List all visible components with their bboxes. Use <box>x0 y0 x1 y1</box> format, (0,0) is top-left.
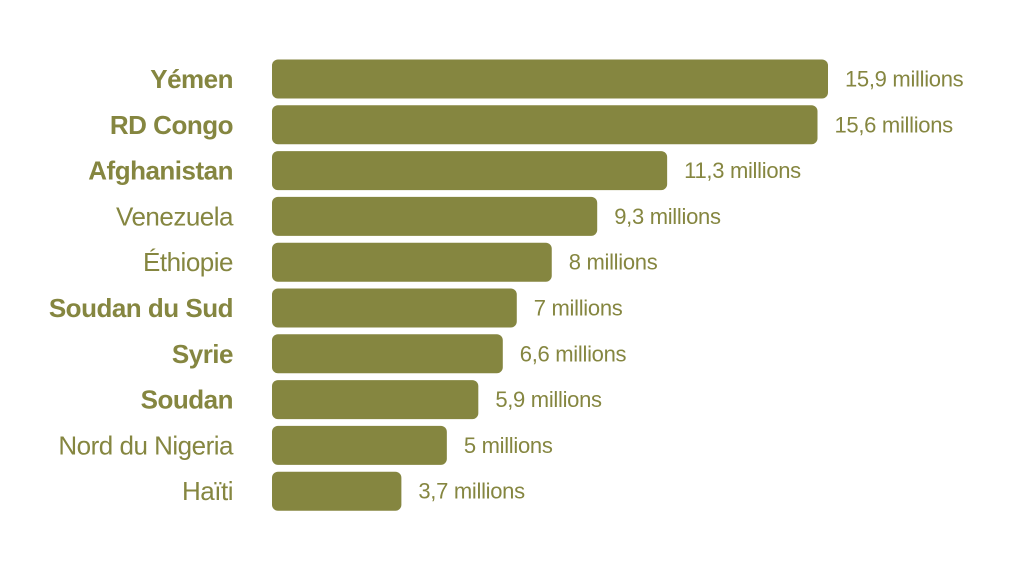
bar <box>272 242 552 282</box>
bar <box>272 59 828 99</box>
value-label: 9,3 millions <box>614 204 721 229</box>
bar <box>272 105 818 145</box>
value-label: 5 millions <box>464 433 553 458</box>
category-label: Yémen <box>150 64 233 94</box>
value-label: 15,9 millions <box>845 67 964 92</box>
value-label: 11,3 millions <box>684 158 801 183</box>
category-label: Soudan <box>141 385 233 415</box>
bar <box>272 471 402 511</box>
category-label: Soudan du Sud <box>49 293 233 323</box>
value-label: 7 millions <box>534 296 623 321</box>
bar <box>272 196 598 236</box>
value-label: 3,7 millions <box>418 479 525 504</box>
category-label: RD Congo <box>110 110 233 140</box>
bar <box>272 151 668 191</box>
category-label: Afghanistan <box>88 156 233 186</box>
category-label: Venezuela <box>116 201 234 231</box>
bar <box>272 380 479 420</box>
value-label: 8 millions <box>569 250 658 275</box>
category-label: Haïti <box>182 476 233 506</box>
category-label: Nord du Nigeria <box>58 430 234 460</box>
bar <box>272 425 447 465</box>
category-label: Syrie <box>172 339 233 369</box>
bar <box>272 288 517 328</box>
value-label: 5,9 millions <box>495 387 602 412</box>
value-label: 6,6 millions <box>520 341 627 366</box>
category-label: Éthiopie <box>143 247 233 277</box>
value-label: 15,6 millions <box>835 112 954 137</box>
bar <box>272 334 503 374</box>
